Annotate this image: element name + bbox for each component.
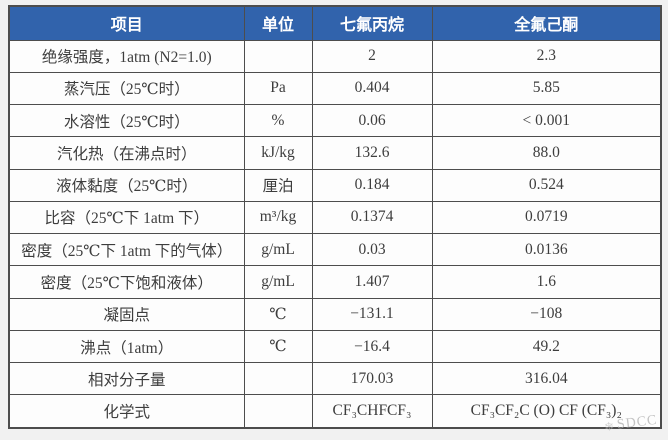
cell-heptafluoropropane-value: 132.6: [311, 136, 433, 170]
cell-item: 绝缘强度，1atm (N2=1.0): [8, 39, 245, 73]
cell-item: 蒸汽压（25℃时）: [8, 71, 245, 106]
cell-unit: ℃: [243, 329, 313, 364]
table-row: 蒸汽压（25℃时） Pa 0.404 5.85: [8, 71, 662, 106]
cell-heptafluoropropane-value: 170.03: [311, 362, 433, 396]
table-row: 汽化热（在沸点时） kJ/kg 132.6 88.0: [8, 136, 662, 170]
cell-item: 相对分子量: [8, 362, 245, 396]
cell-unit: kJ/kg: [243, 136, 313, 170]
cell-item: 化学式: [8, 394, 245, 429]
cell-heptafluoropropane-value: 0.404: [311, 71, 433, 106]
cell-item: 密度（25℃下 1atm 下的气体）: [8, 233, 245, 267]
col-header-item: 项目: [8, 5, 245, 41]
cell-item: 沸点（1atm）: [8, 329, 245, 364]
table-row: 密度（25℃下饱和液体） g/mL 1.407 1.6: [8, 265, 662, 299]
cell-heptafluoropropane-value: 1.407: [311, 265, 433, 299]
col-header-heptafluoropropane: 七氟丙烷: [311, 5, 433, 41]
table-row: 凝固点 ℃ −131.1 −108: [8, 297, 662, 331]
cell-heptafluoropropane-value: CF₃CHFCF₃: [311, 394, 433, 429]
cell-perfluorohexanone-value: 0.0136: [431, 233, 662, 267]
cell-heptafluoropropane-value: −16.4: [311, 329, 433, 364]
properties-table-container: 项目 单位 七氟丙烷 全氟己酮 绝缘强度，1atm (N2=1.0) 2 2.3…: [8, 5, 662, 429]
table-row: 化学式 CF₃CHFCF₃ CF₃CF₂C (O) CF (CF₃)₂: [8, 394, 662, 429]
cell-unit: g/mL: [243, 265, 313, 299]
cell-unit: [243, 362, 313, 396]
cell-heptafluoropropane-value: 0.184: [311, 168, 433, 202]
cell-perfluorohexanone-value: 316.04: [431, 362, 662, 396]
table-row: 绝缘强度，1atm (N2=1.0) 2 2.3: [8, 39, 662, 73]
cell-item: 水溶性（25℃时）: [8, 104, 245, 138]
cell-heptafluoropropane-value: 2: [311, 39, 433, 73]
cell-item: 凝固点: [8, 297, 245, 331]
table-row: 沸点（1atm） ℃ −16.4 49.2: [8, 329, 662, 364]
cell-item: 密度（25℃下饱和液体）: [8, 265, 245, 299]
cell-unit: %: [243, 104, 313, 138]
cell-unit: [243, 394, 313, 429]
cell-perfluorohexanone-value: 0.0719: [431, 200, 662, 235]
cell-perfluorohexanone-value: 88.0: [431, 136, 662, 170]
cell-unit: 厘泊: [243, 168, 313, 202]
table-row: 液体黏度（25℃时） 厘泊 0.184 0.524: [8, 168, 662, 202]
cell-perfluorohexanone-value: −108: [431, 297, 662, 331]
cell-heptafluoropropane-value: −131.1: [311, 297, 433, 331]
table-row: 相对分子量 170.03 316.04: [8, 362, 662, 396]
col-header-perfluorohexanone: 全氟己酮: [431, 5, 662, 41]
cell-perfluorohexanone-value: 2.3: [431, 39, 662, 73]
col-header-unit: 单位: [243, 5, 313, 41]
table-row: 水溶性（25℃时） % 0.06 < 0.001: [8, 104, 662, 138]
cell-perfluorohexanone-value: CF₃CF₂C (O) CF (CF₃)₂: [431, 394, 662, 429]
cell-perfluorohexanone-value: 49.2: [431, 329, 662, 364]
cell-perfluorohexanone-value: 5.85: [431, 71, 662, 106]
cell-perfluorohexanone-value: 0.524: [431, 168, 662, 202]
cell-perfluorohexanone-value: 1.6: [431, 265, 662, 299]
cell-unit: [243, 39, 313, 73]
cell-unit: m³/kg: [243, 200, 313, 235]
table-row: 比容（25℃下 1atm 下） m³/kg 0.1374 0.0719: [8, 200, 662, 235]
cell-heptafluoropropane-value: 0.06: [311, 104, 433, 138]
cell-item: 比容（25℃下 1atm 下）: [8, 200, 245, 235]
cell-unit: Pa: [243, 71, 313, 106]
cell-heptafluoropropane-value: 0.1374: [311, 200, 433, 235]
cell-item: 液体黏度（25℃时）: [8, 168, 245, 202]
table-body: 绝缘强度，1atm (N2=1.0) 2 2.3 蒸汽压（25℃时） Pa 0.…: [8, 39, 662, 429]
header-row: 项目 单位 七氟丙烷 全氟己酮: [8, 5, 662, 41]
cell-unit: g/mL: [243, 233, 313, 267]
cell-heptafluoropropane-value: 0.03: [311, 233, 433, 267]
cell-unit: ℃: [243, 297, 313, 331]
table-row: 密度（25℃下 1atm 下的气体） g/mL 0.03 0.0136: [8, 233, 662, 267]
properties-table: 项目 单位 七氟丙烷 全氟己酮 绝缘强度，1atm (N2=1.0) 2 2.3…: [8, 5, 662, 429]
cell-perfluorohexanone-value: < 0.001: [431, 104, 662, 138]
cell-item: 汽化热（在沸点时）: [8, 136, 245, 170]
